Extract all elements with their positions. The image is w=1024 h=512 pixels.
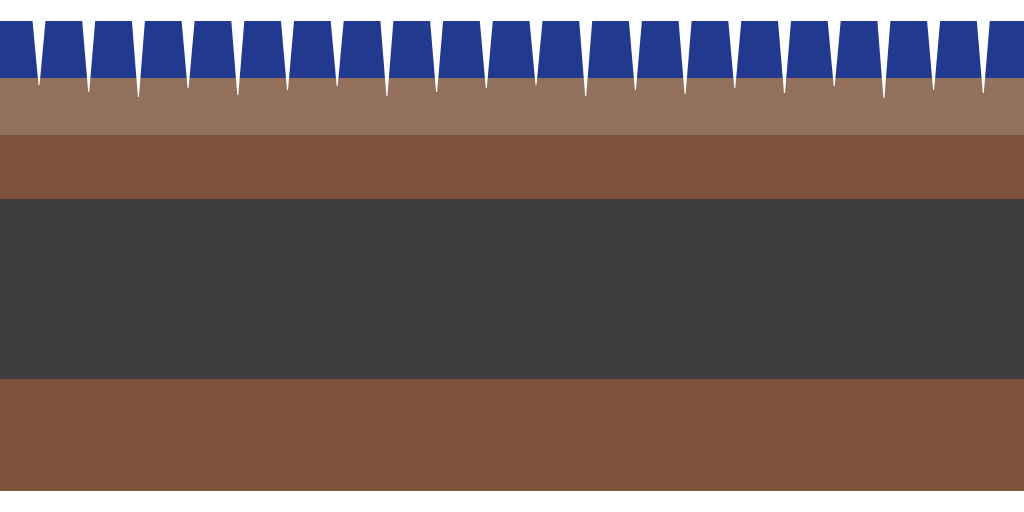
spike-icon [131, 21, 145, 97]
spike-icon [976, 21, 990, 93]
spike-icon [32, 21, 46, 85]
spike-icon [82, 21, 96, 92]
spike-icon [728, 21, 742, 88]
spike-icon [628, 21, 642, 90]
spike-icon [678, 21, 692, 94]
spike-icon [330, 21, 344, 86]
road-lane [0, 199, 1024, 379]
ground-strip [0, 135, 1024, 199]
lower-ground-strip [0, 379, 1024, 491]
spike-icon [579, 21, 593, 96]
upper-ground-strip [0, 78, 1024, 135]
spike-icon [231, 21, 245, 95]
spike-icon [281, 21, 294, 90]
spike-icon [529, 21, 543, 85]
spike-icon [778, 21, 791, 93]
spike-icon [877, 21, 891, 98]
blue-band [0, 21, 1024, 78]
spike-icon [827, 21, 841, 86]
spike-icon [927, 21, 941, 90]
spike-icon [479, 21, 493, 88]
spike-icon [430, 21, 444, 92]
spike-icon [380, 21, 394, 96]
spike-icon [181, 21, 195, 88]
spike-row [32, 21, 990, 98]
